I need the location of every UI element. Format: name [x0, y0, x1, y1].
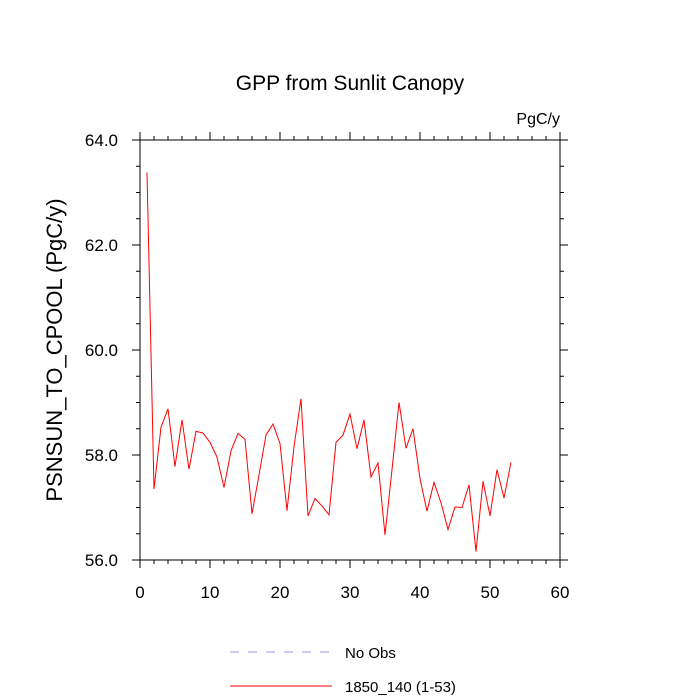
x-tick-label: 30	[341, 583, 360, 602]
axis-tick-labels: 0 10 20 30 40 50 60 56.0 58.0 60.0 62.0 64.0	[85, 131, 570, 602]
y-tick-label: 60.0	[85, 341, 118, 360]
y-axis-label: PSNSUN_TO_CPOOL (PgC/y)	[42, 198, 67, 501]
y-tick-label: 64.0	[85, 131, 118, 150]
x-tick-label: 10	[201, 583, 220, 602]
legend-label: No Obs	[345, 645, 396, 662]
x-tick-label: 0	[135, 583, 144, 602]
y-tick-label: 58.0	[85, 446, 118, 465]
legend-label: 1850_140 (1-53)	[345, 679, 456, 696]
y-tick-label: 56.0	[85, 551, 118, 570]
chart-title: GPP from Sunlit Canopy	[236, 72, 465, 95]
units-label: PgC/y	[516, 111, 560, 128]
y-tick-label: 62.0	[85, 236, 118, 255]
x-tick-label: 40	[411, 583, 430, 602]
x-tick-label: 50	[481, 583, 500, 602]
x-tick-label: 20	[271, 583, 290, 602]
series-line	[146, 172, 512, 552]
series-layer	[146, 172, 512, 552]
x-tick-label: 60	[551, 583, 570, 602]
plot-frame	[139, 139, 561, 561]
axis-ticks	[132, 132, 568, 568]
legend: No Obs 1850_140 (1-53)	[230, 645, 456, 696]
